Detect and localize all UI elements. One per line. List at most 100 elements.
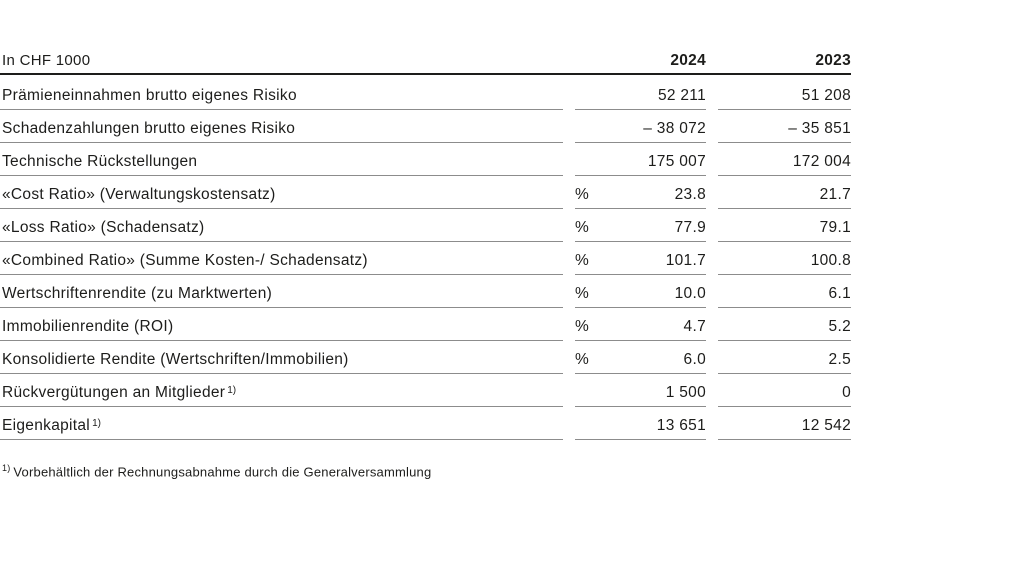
table-row: Wertschriftenrendite (zu Marktwerten) % 1…: [0, 275, 851, 308]
unit-percent: %: [575, 186, 590, 203]
unit-percent: %: [575, 219, 590, 236]
value-2023: 100.8: [810, 252, 851, 269]
value-2023: 2.5: [828, 351, 851, 368]
value-2024-cell: 13 651: [575, 407, 706, 440]
value-2023-cell: 21.7: [718, 176, 851, 209]
column-gap: [563, 51, 575, 73]
year-2024-header: 2024: [670, 52, 706, 69]
value-2024-cell: % 101.7: [575, 242, 706, 275]
table-header-row: In CHF 1000 2024 2023: [0, 51, 851, 75]
column-gap: [563, 110, 575, 143]
value-2023-cell: 100.8: [718, 242, 851, 275]
row-label-cell: Rückvergütungen an Mitglieder 1): [0, 374, 563, 407]
column-gap: [563, 209, 575, 242]
row-label-cell: Technische Rückstellungen: [0, 143, 563, 176]
table-row: Eigenkapital 1) 13 651 12 542: [0, 407, 851, 440]
value-2024-cell: % 23.8: [575, 176, 706, 209]
column-gap: [706, 176, 718, 209]
column-gap: [706, 143, 718, 176]
table-row: Konsolidierte Rendite (Wertschriften/Imm…: [0, 341, 851, 374]
row-label-cell: «Loss Ratio» (Schadensatz): [0, 209, 563, 242]
value-2024-cell: 52 211: [575, 75, 706, 110]
table-row: Rückvergütungen an Mitglieder 1) 1 500 0: [0, 374, 851, 407]
table-row: Schadenzahlungen brutto eigenes Risiko –…: [0, 110, 851, 143]
value-2024: 10.0: [674, 285, 706, 302]
value-2024: 175 007: [647, 153, 706, 170]
column-gap: [563, 143, 575, 176]
column-gap: [706, 341, 718, 374]
table-row: «Cost Ratio» (Verwaltungskostensatz) % 23…: [0, 176, 851, 209]
value-2023: 79.1: [819, 219, 851, 236]
row-label: Wertschriftenrendite (zu Marktwerten): [2, 285, 273, 302]
value-2023: 21.7: [819, 186, 851, 203]
column-gap: [563, 275, 575, 308]
column-gap: [706, 75, 718, 110]
value-2024-cell: % 77.9: [575, 209, 706, 242]
value-2024-cell: % 4.7: [575, 308, 706, 341]
footnote-text: Vorbehältlich der Rechnungsabnahme durch…: [13, 464, 432, 480]
value-2023: 0: [842, 384, 851, 401]
value-2023-cell: 12 542: [718, 407, 851, 440]
unit-percent: %: [575, 252, 590, 269]
row-label-cell: Schadenzahlungen brutto eigenes Risiko: [0, 110, 563, 143]
value-2023: 12 542: [801, 417, 851, 434]
value-2024: 23.8: [674, 186, 706, 203]
row-label-cell: «Cost Ratio» (Verwaltungskostensatz): [0, 176, 563, 209]
column-gap: [563, 176, 575, 209]
value-2024-cell: 1 500: [575, 374, 706, 407]
year-2024-header-cell: 2024: [575, 51, 706, 73]
row-label-cell: «Combined Ratio» (Summe Kosten-/ Schaden…: [0, 242, 563, 275]
row-label-cell: Eigenkapital 1): [0, 407, 563, 440]
value-2024: 6.0: [683, 351, 706, 368]
value-2023-cell: 0: [718, 374, 851, 407]
value-2024-cell: % 6.0: [575, 341, 706, 374]
value-2023-cell: – 35 851: [718, 110, 851, 143]
footnote-ref: 1): [227, 385, 237, 396]
value-2024: 101.7: [665, 252, 706, 269]
row-label-cell: Prämieneinnahmen brutto eigenes Risiko: [0, 75, 563, 110]
value-2024-cell: – 38 072: [575, 110, 706, 143]
table-row: «Combined Ratio» (Summe Kosten-/ Schaden…: [0, 242, 851, 275]
unit-percent: %: [575, 318, 590, 335]
unit-header-cell: In CHF 1000: [0, 51, 563, 73]
value-2023: 51 208: [801, 87, 851, 104]
year-2023-header-cell: 2023: [718, 51, 851, 73]
row-label: Eigenkapital: [2, 417, 91, 434]
unit-percent: %: [575, 285, 590, 302]
column-gap: [563, 374, 575, 407]
row-label: Schadenzahlungen brutto eigenes Risiko: [2, 120, 296, 137]
column-gap: [706, 110, 718, 143]
value-2024: 1 500: [665, 384, 706, 401]
column-gap: [563, 341, 575, 374]
column-gap: [563, 242, 575, 275]
row-label: «Combined Ratio» (Summe Kosten-/ Schaden…: [2, 252, 368, 269]
column-gap: [563, 308, 575, 341]
financial-key-figures-table: In CHF 1000 2024 2023 Prämieneinnahmen b…: [0, 51, 851, 440]
value-2023-cell: 5.2: [718, 308, 851, 341]
row-label-cell: Immobilienrendite (ROI): [0, 308, 563, 341]
footnote: 1) Vorbehältlich der Rechnungsabnahme dur…: [2, 460, 431, 480]
value-2023: 5.2: [828, 318, 851, 335]
column-gap: [706, 275, 718, 308]
column-gap: [706, 51, 718, 73]
value-2024: – 38 072: [643, 120, 706, 137]
row-label-cell: Konsolidierte Rendite (Wertschriften/Imm…: [0, 341, 563, 374]
table-row: Immobilienrendite (ROI) % 4.7 5.2: [0, 308, 851, 341]
unit-percent: %: [575, 351, 590, 368]
value-2023-cell: 6.1: [718, 275, 851, 308]
value-2024: 52 211: [657, 87, 706, 104]
table-row: Technische Rückstellungen 175 007 172 00…: [0, 143, 851, 176]
value-2023-cell: 2.5: [718, 341, 851, 374]
value-2023: 6.1: [828, 285, 851, 302]
row-label: Rückvergütungen an Mitglieder: [2, 384, 226, 401]
value-2024: 4.7: [683, 318, 706, 335]
unit-header: In CHF 1000: [2, 52, 91, 69]
row-label-cell: Wertschriftenrendite (zu Marktwerten): [0, 275, 563, 308]
column-gap: [706, 209, 718, 242]
value-2024: 13 651: [656, 417, 706, 434]
column-gap: [706, 407, 718, 440]
column-gap: [563, 407, 575, 440]
value-2024-cell: % 10.0: [575, 275, 706, 308]
table-row: «Loss Ratio» (Schadensatz) % 77.9 79.1: [0, 209, 851, 242]
column-gap: [563, 75, 575, 110]
